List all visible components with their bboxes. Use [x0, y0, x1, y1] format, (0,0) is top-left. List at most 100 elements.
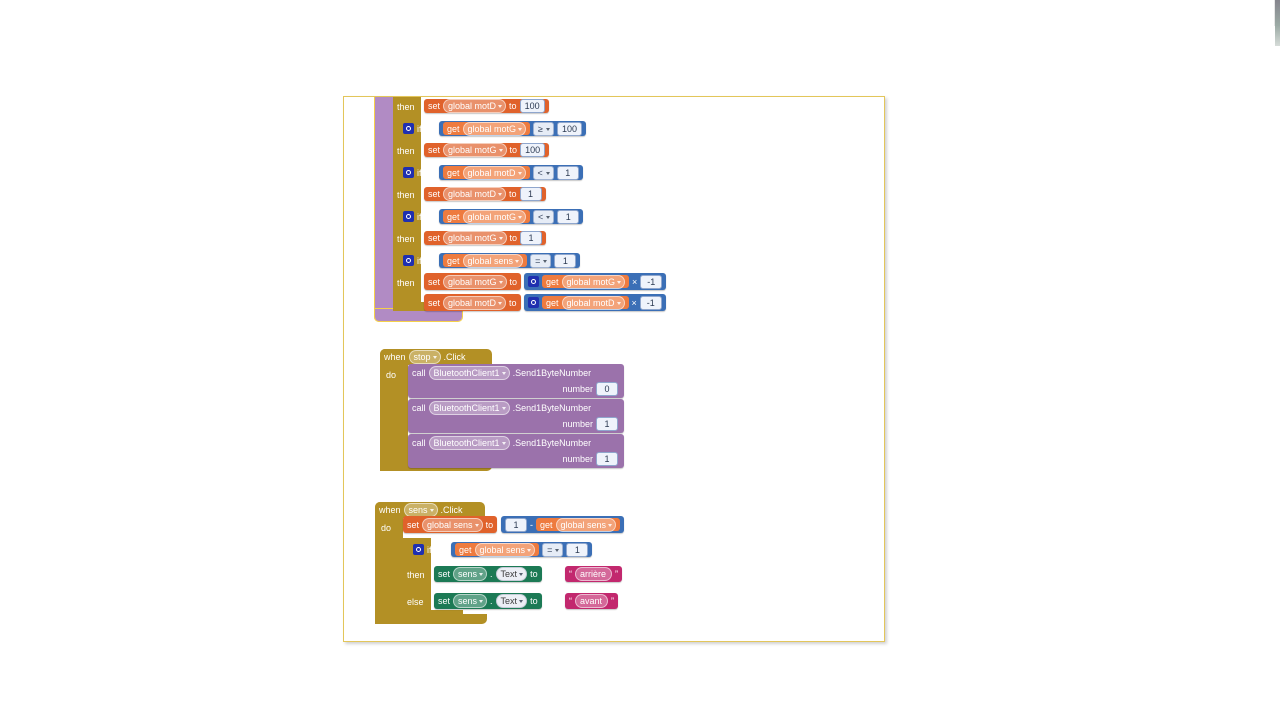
comparison-operator-dropdown[interactable]: <	[533, 209, 555, 224]
if-row-2[interactable]: if	[399, 165, 426, 180]
number-socket[interactable]: 0	[596, 382, 618, 396]
multiply-motg-by-minus-one-block[interactable]: get global motG × -1	[524, 273, 667, 290]
outer-control-block-left-column[interactable]	[374, 97, 395, 322]
bluetooth-send-call-2[interactable]: call BluetoothClient1 .Send1ByteNumber n…	[408, 399, 624, 433]
number-socket[interactable]: 1	[520, 231, 543, 245]
if-row-4[interactable]: if	[399, 253, 426, 268]
variable-dropdown[interactable]: global motG	[462, 209, 527, 224]
mutator-gear-icon[interactable]	[403, 211, 414, 222]
variable-dropdown[interactable]: global motG	[443, 143, 507, 157]
set-global-motd-1-block[interactable]: set global motD to 1	[424, 187, 546, 201]
variable-dropdown[interactable]: global motG	[443, 274, 507, 289]
bluetooth-send-call-1[interactable]: call BluetoothClient1 .Send1ByteNumber n…	[408, 364, 624, 398]
variable-dropdown[interactable]: global sens	[422, 517, 483, 532]
bluetooth-send-call-3[interactable]: call BluetoothClient1 .Send1ByteNumber n…	[408, 434, 624, 468]
text-value-field[interactable]: avant	[575, 594, 609, 608]
set-global-motg-1-block[interactable]: set global motG to 1	[424, 231, 547, 245]
number-socket[interactable]: 1	[596, 452, 618, 466]
sens-button-click-handler-group[interactable]: when sens .Click do set global sens to 1…	[375, 502, 695, 632]
get-global-motg-block[interactable]: get global motG	[443, 209, 531, 224]
event-block-left-column[interactable]	[380, 349, 408, 471]
compare-motg-lt-1-block[interactable]: get global motG < 1	[439, 209, 584, 224]
set-global-motd-100-block[interactable]: set global motD to 100	[424, 99, 549, 113]
set-global-motg-inverted-block[interactable]: set global motG to	[424, 273, 522, 290]
component-dropdown[interactable]: BluetoothClient1	[428, 365, 510, 380]
get-global-sens-block[interactable]: get global sens	[536, 517, 621, 532]
compare-sens-eq-1-block[interactable]: get global sens = 1	[439, 253, 581, 268]
set-global-sens-toggle-block[interactable]: set global sens to	[403, 516, 498, 533]
variable-dropdown[interactable]: global motD	[443, 295, 507, 310]
clamp-and-direction-logic-group[interactable]: then set global motD to 100 if get globa	[344, 97, 684, 332]
mutator-gear-icon[interactable]	[413, 544, 424, 555]
number-socket[interactable]: 100	[520, 143, 546, 157]
compare-motd-lt-1-block[interactable]: get global motD < 1	[439, 165, 583, 180]
set-global-motd-inverted-block[interactable]: set global motD to	[424, 294, 521, 311]
set-sens-text-avant-block[interactable]: set sens . Text to	[434, 593, 542, 609]
comparison-operator-dropdown[interactable]: =	[530, 253, 552, 268]
property-dropdown[interactable]: Text	[495, 594, 528, 608]
if-row-1[interactable]: if	[399, 121, 426, 136]
component-dropdown[interactable]: sens	[453, 594, 488, 608]
get-global-motd-block[interactable]: get global motD	[542, 295, 629, 310]
number-socket[interactable]: 100	[519, 99, 545, 113]
variable-dropdown[interactable]: global motD	[462, 165, 526, 180]
comparison-operator-dropdown[interactable]: =	[542, 542, 564, 557]
text-string-avant-block[interactable]: “ avant ”	[565, 593, 619, 609]
variable-dropdown[interactable]: global motG	[443, 231, 507, 245]
mutator-gear-icon[interactable]	[528, 276, 539, 287]
event-header-row[interactable]: when sens .Click	[375, 502, 467, 518]
number-socket[interactable]: -1	[639, 295, 662, 310]
variable-dropdown[interactable]: global motD	[443, 99, 507, 113]
number-socket[interactable]: 1	[554, 253, 577, 268]
text-string-arriere-block[interactable]: “ arrière ”	[565, 566, 623, 582]
component-dropdown[interactable]: stop	[408, 350, 441, 364]
event-header-row[interactable]: when stop .Click	[380, 349, 470, 365]
variable-dropdown[interactable]: global sens	[555, 517, 617, 532]
variable-dropdown[interactable]: global motD	[443, 187, 507, 201]
variable-dropdown[interactable]: global motD	[561, 295, 625, 310]
variable-dropdown[interactable]: global sens	[462, 253, 524, 268]
number-socket[interactable]: -1	[640, 274, 663, 289]
mutator-gear-icon[interactable]	[403, 167, 414, 178]
get-global-motg-block[interactable]: get global motG	[443, 121, 531, 136]
set-sens-text-arriere-block[interactable]: set sens . Text to	[434, 566, 542, 582]
get-global-motd-block[interactable]: get global motD	[443, 165, 530, 180]
number-socket[interactable]: 1	[566, 542, 589, 557]
number-socket[interactable]: 1	[519, 187, 542, 201]
get-global-sens-block[interactable]: get global sens	[443, 253, 528, 268]
component-dropdown[interactable]: sens	[403, 503, 438, 517]
number-socket[interactable]: 100	[557, 121, 583, 136]
number-socket[interactable]: 1	[556, 165, 579, 180]
stop-button-click-handler-group[interactable]: when stop .Click do call BluetoothClient…	[380, 349, 700, 479]
event-block-left-column[interactable]	[375, 502, 403, 624]
get-global-sens-block[interactable]: get global sens	[455, 542, 540, 557]
variable-dropdown[interactable]: global motG	[561, 274, 626, 289]
variable-dropdown[interactable]: global sens	[474, 542, 536, 557]
comparison-operator-dropdown[interactable]: ≥	[533, 121, 554, 136]
compare-sens-eq-1-block[interactable]: get global sens = 1	[451, 542, 593, 557]
number-socket[interactable]: 1	[505, 517, 527, 532]
if-then-stack-bottom-arm[interactable]	[393, 302, 453, 311]
get-global-motg-block[interactable]: get global motG	[542, 274, 630, 289]
if-else-block-bottom-arm[interactable]	[403, 610, 463, 620]
component-dropdown[interactable]: sens	[453, 567, 488, 581]
if-row[interactable]: if	[409, 542, 436, 557]
component-dropdown[interactable]: BluetoothClient1	[428, 400, 510, 415]
mutator-gear-icon[interactable]	[528, 297, 539, 308]
blocks-workspace-canvas[interactable]: then set global motD to 100 if get globa	[343, 96, 885, 642]
window-scrollbar-sliver[interactable]	[1275, 0, 1280, 46]
property-dropdown[interactable]: Text	[495, 567, 528, 581]
text-value-field[interactable]: arrière	[575, 567, 613, 581]
compare-motg-ge-100-block[interactable]: get global motG ≥ 100	[439, 121, 587, 136]
set-global-motg-100-block[interactable]: set global motG to 100	[424, 143, 550, 157]
mutator-gear-icon[interactable]	[403, 255, 414, 266]
variable-dropdown[interactable]: global motG	[462, 121, 527, 136]
number-socket[interactable]: 1	[557, 209, 580, 224]
comparison-operator-dropdown[interactable]: <	[532, 165, 554, 180]
number-socket[interactable]: 1	[596, 417, 618, 431]
subtract-sens-block[interactable]: 1 - get global sens	[501, 516, 625, 533]
component-dropdown[interactable]: BluetoothClient1	[428, 435, 510, 450]
mutator-gear-icon[interactable]	[403, 123, 414, 134]
multiply-motd-by-minus-one-block[interactable]: get global motD × -1	[524, 294, 666, 311]
outer-control-block-bottom-arm[interactable]	[374, 308, 463, 322]
